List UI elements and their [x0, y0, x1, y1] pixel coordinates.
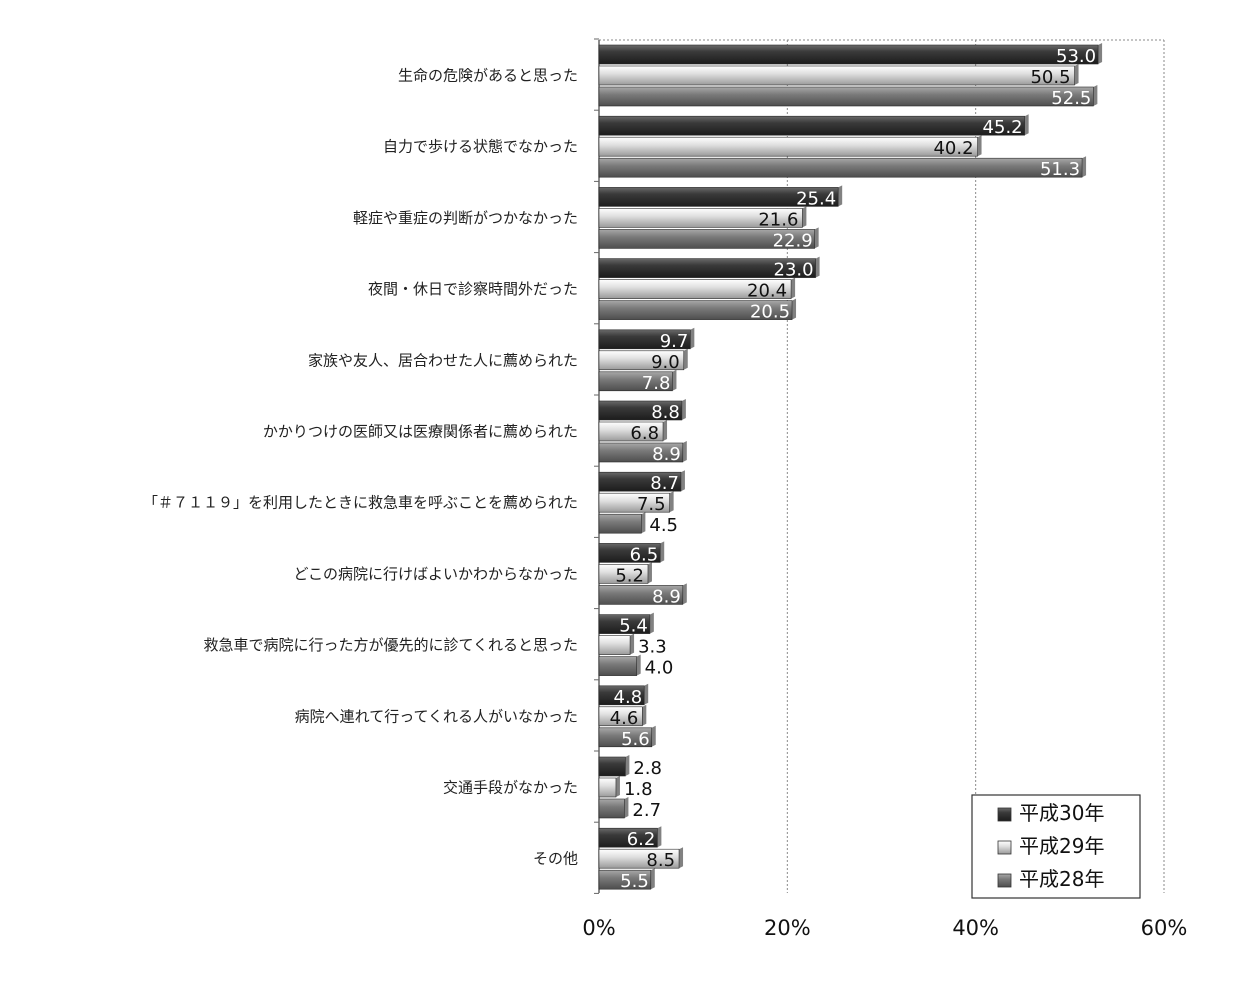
bar: [598, 633, 635, 655]
bar: [598, 541, 665, 563]
bar: [598, 185, 843, 207]
bar: [598, 114, 1029, 136]
data-label: 6.2: [627, 829, 656, 850]
category-label: どこの病院に行けばよいかわからなかった: [293, 565, 578, 583]
category-label: 「＃７１１９」を利用したときに救急車を呼ぶことを薦められた: [143, 494, 578, 512]
data-label: 21.6: [758, 209, 798, 230]
category-label: 交通手段がなかった: [443, 779, 578, 797]
data-label: 20.5: [750, 302, 790, 323]
data-label: 8.7: [650, 473, 679, 494]
bar: [598, 491, 674, 513]
bar: [598, 43, 1103, 65]
legend-item: 平成29年: [997, 834, 1104, 858]
data-label: 4.8: [614, 687, 643, 708]
data-label: 8.5: [646, 850, 675, 871]
category-label: かかりつけの医師又は医療関係者に薦められた: [263, 423, 578, 441]
data-label: 6.5: [630, 544, 659, 565]
bar: [598, 369, 677, 392]
data-label: 45.2: [983, 117, 1023, 138]
legend-swatch: [997, 840, 1012, 855]
bar: [598, 256, 820, 278]
x-tick-label: 60%: [1141, 916, 1188, 940]
bar: [598, 399, 686, 421]
bar: [598, 512, 646, 534]
data-label: 4.6: [610, 708, 639, 729]
bar: [598, 470, 685, 492]
data-label: 9.0: [651, 352, 680, 373]
data-label: 3.3: [638, 637, 667, 658]
legend-label: 平成29年: [1019, 834, 1104, 858]
x-tick-label: 0%: [582, 916, 615, 940]
bar: [598, 85, 1098, 107]
data-label: 5.4: [619, 616, 648, 637]
category-label: 自力で歩ける状態でなかった: [383, 138, 578, 156]
legend-item: 平成28年: [997, 867, 1104, 891]
legend-label: 平成30年: [1019, 801, 1104, 825]
data-label: 9.7: [660, 331, 689, 352]
data-label: 53.0: [1056, 46, 1096, 67]
bar: [598, 612, 654, 634]
legend-item: 平成30年: [997, 801, 1104, 825]
x-tick-label: 20%: [764, 916, 811, 940]
data-label: 51.3: [1040, 159, 1080, 180]
data-label: 1.8: [624, 779, 653, 800]
data-label: 50.5: [1030, 67, 1070, 88]
bar: [598, 683, 649, 706]
bar: [598, 868, 655, 890]
bar: [598, 704, 647, 727]
category-label: 生命の危険があると思った: [398, 67, 578, 85]
bar: [598, 298, 797, 320]
legend-label: 平成28年: [1019, 867, 1104, 891]
category-label: 救急車で病院に行った方が優先的に診てくれると思った: [203, 636, 578, 654]
data-label: 8.9: [652, 444, 681, 465]
bar: [598, 227, 819, 249]
data-label: 2.8: [633, 758, 662, 779]
data-label: 7.5: [637, 494, 666, 515]
category-label: 夜間・休日で診察時間外だった: [368, 280, 578, 298]
data-label: 4.0: [645, 658, 674, 679]
data-label: 7.8: [642, 373, 671, 394]
x-tick-label: 40%: [952, 916, 999, 940]
data-label: 52.5: [1051, 88, 1091, 109]
data-label: 8.9: [652, 586, 681, 607]
bar: [598, 776, 620, 798]
bar: [598, 156, 1087, 178]
data-label: 22.9: [773, 230, 813, 251]
data-label: 5.5: [620, 871, 649, 892]
data-label: 20.4: [747, 281, 787, 302]
data-label: 40.2: [933, 138, 973, 159]
bar: [598, 654, 641, 676]
bar: [598, 562, 652, 584]
data-label: 6.8: [630, 423, 659, 444]
bar: [598, 327, 695, 350]
bar: [598, 135, 982, 157]
data-label: 2.7: [632, 800, 661, 821]
data-label: 4.5: [649, 515, 678, 536]
data-label: 8.8: [651, 402, 680, 423]
category-label: 病院へ連れて行ってくれる人がいなかった: [295, 707, 578, 725]
bar: [598, 206, 807, 228]
bar: [598, 420, 668, 442]
category-label: その他: [533, 850, 578, 868]
category-label: 家族や友人、居合わせた人に薦められた: [308, 351, 578, 369]
bar: [598, 826, 662, 848]
bar: [598, 441, 687, 463]
data-label: 25.4: [796, 188, 836, 209]
bar: [598, 725, 656, 748]
bar: [598, 797, 629, 819]
bar: [598, 847, 684, 869]
bar: [598, 64, 1079, 86]
bar: [598, 583, 687, 605]
data-label: 5.2: [615, 565, 644, 586]
category-label: 軽症や重症の判断がつかなかった: [353, 209, 578, 227]
legend-swatch: [997, 807, 1012, 822]
legend-swatch: [997, 873, 1012, 888]
data-label: 23.0: [774, 260, 814, 281]
bar: [598, 277, 796, 299]
data-label: 5.6: [621, 729, 650, 750]
bar: [598, 755, 630, 777]
bar: [598, 348, 688, 371]
